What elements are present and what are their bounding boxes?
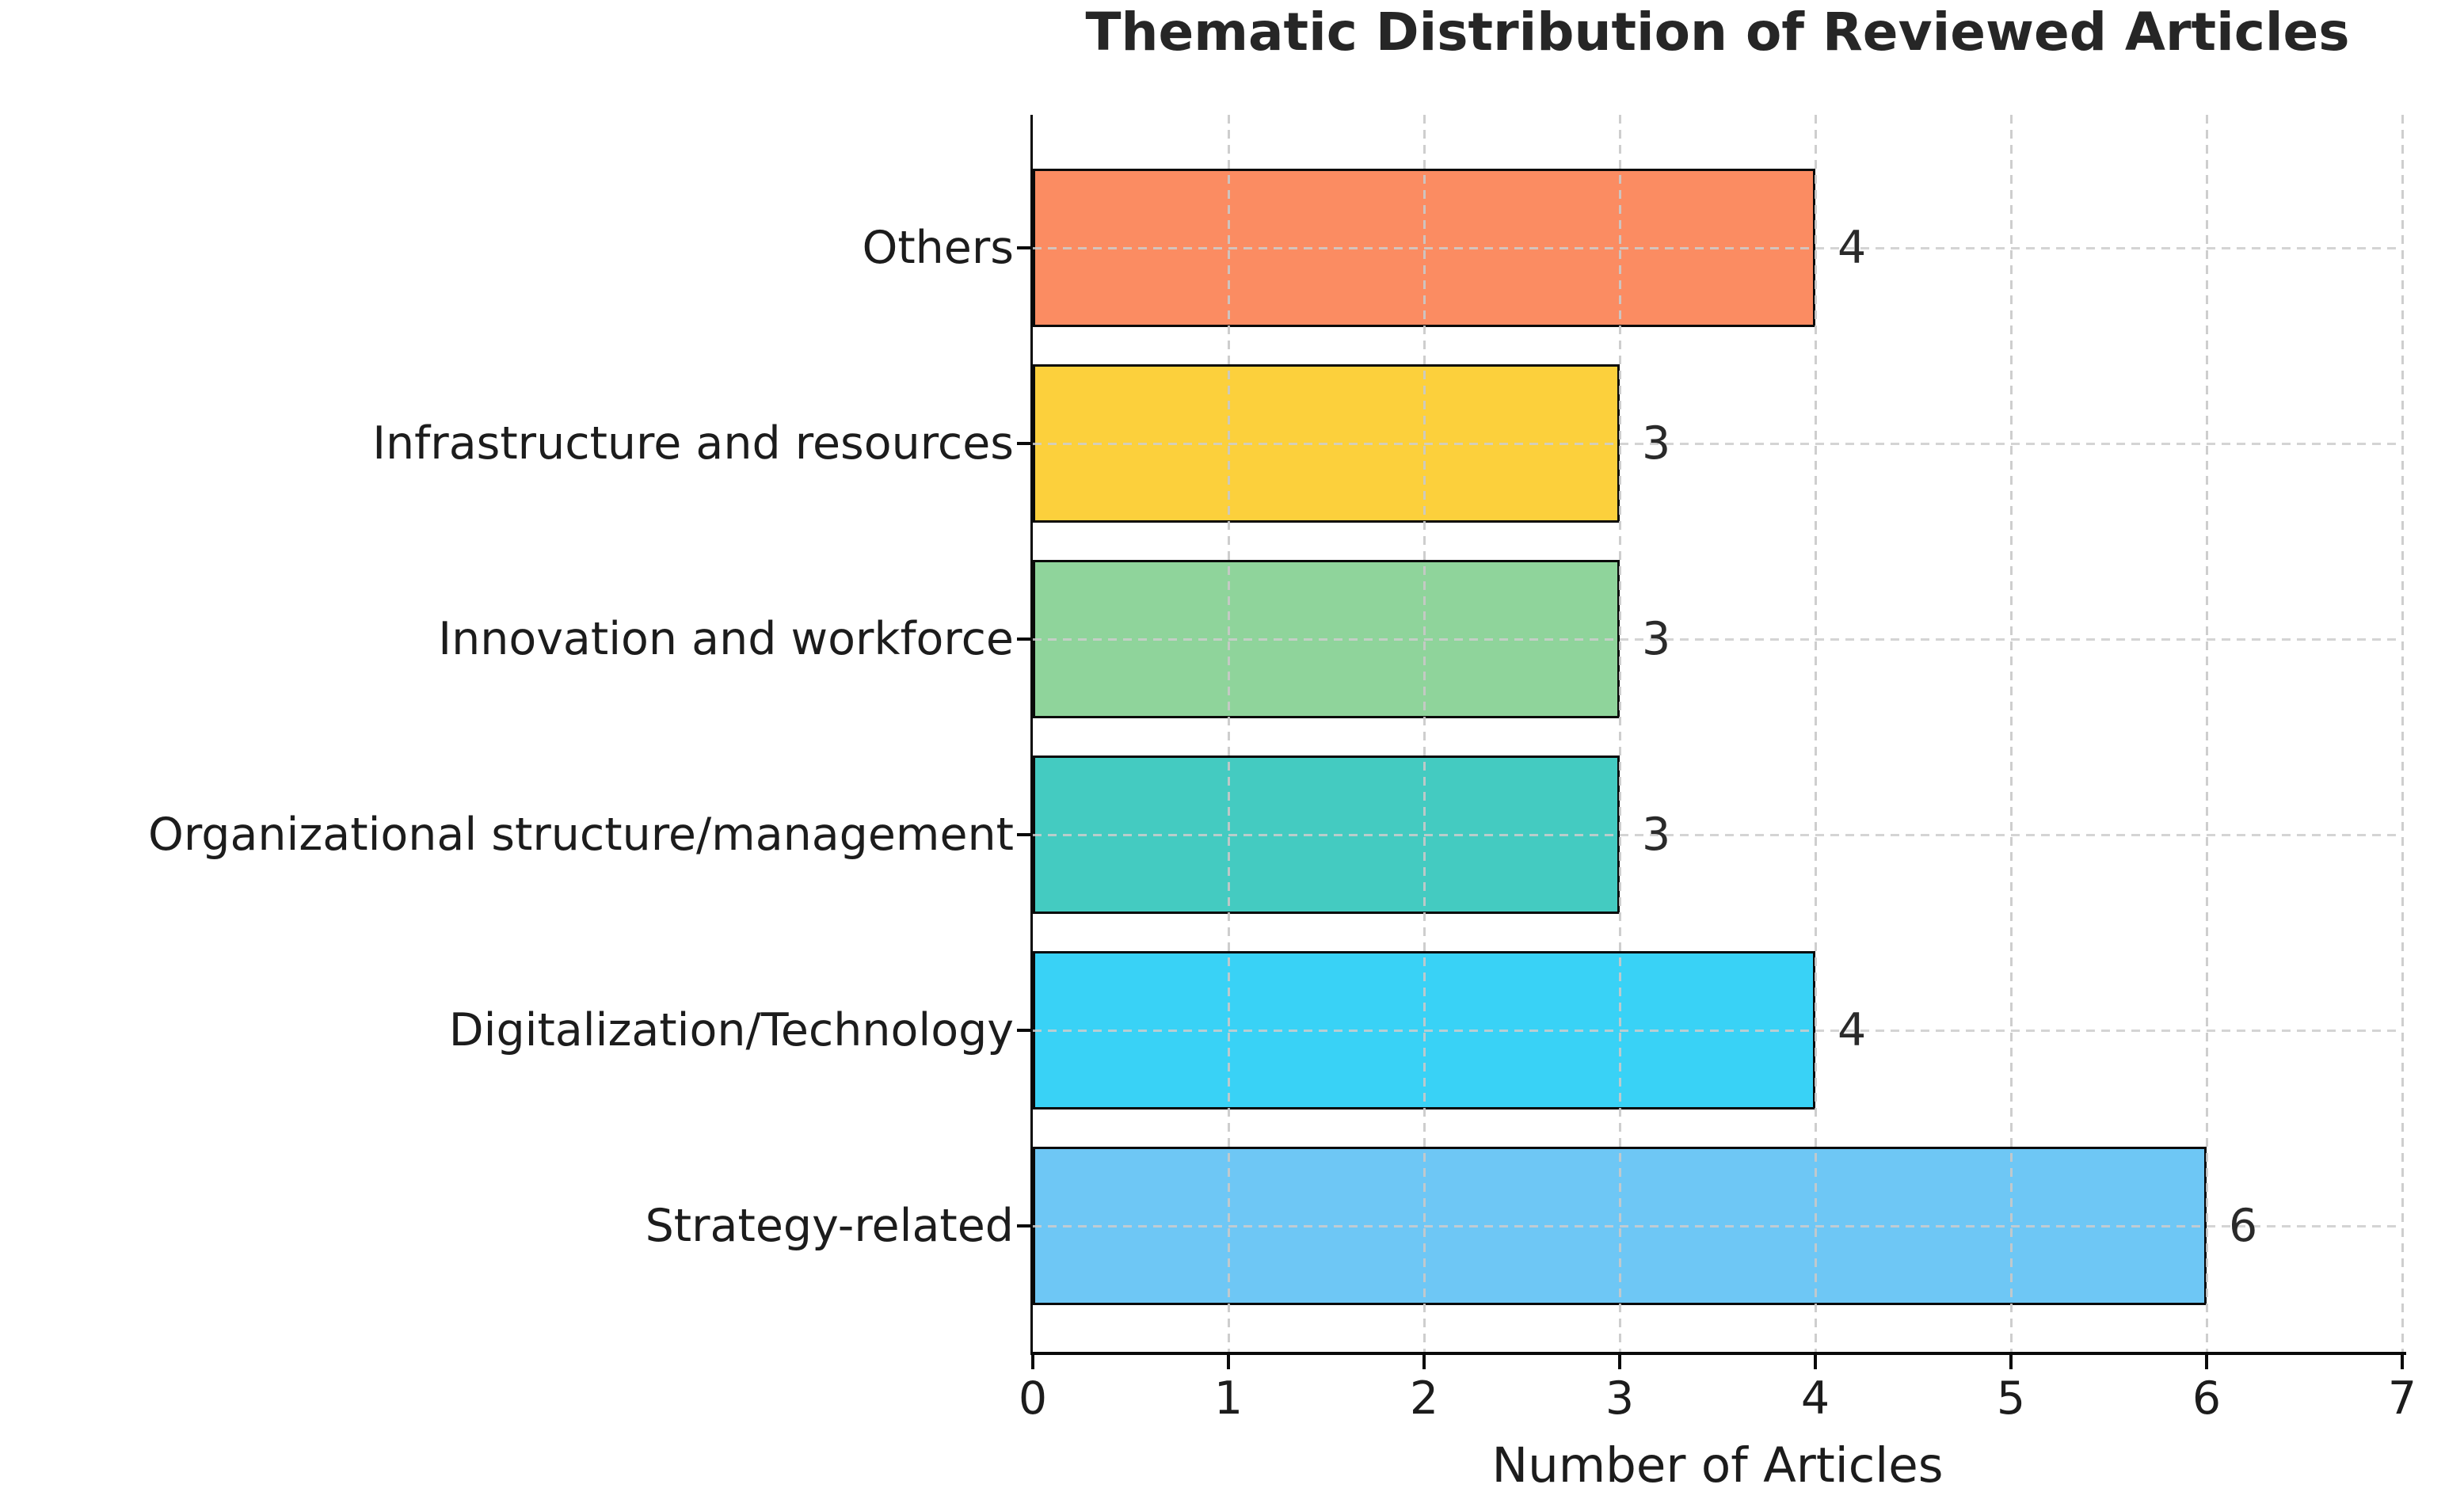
gridline-y-strategy-related xyxy=(1033,1224,2402,1227)
bar-value-label-infrastructure-and-resources: 3 xyxy=(1642,417,1671,470)
y-tick-mark xyxy=(1017,1224,1034,1227)
x-tick-label-1: 1 xyxy=(1213,1372,1243,1425)
y-axis-label-infrastructure-and-resources: Infrastructure and resources xyxy=(372,417,1014,470)
x-tick-mark xyxy=(2009,1355,2013,1369)
x-tick-mark xyxy=(1814,1355,1817,1369)
x-tick-mark xyxy=(1031,1355,1034,1369)
y-tick-mark xyxy=(1017,442,1034,445)
x-tick-label-2: 2 xyxy=(1409,1372,1439,1425)
axis-spine-bottom xyxy=(1030,1352,2406,1355)
gridline-x-2 xyxy=(1422,115,1426,1352)
x-tick-label-5: 5 xyxy=(1996,1372,2026,1425)
y-tick-mark xyxy=(1017,833,1034,836)
x-tick-mark xyxy=(1422,1355,1426,1369)
x-tick-mark xyxy=(2401,1355,2404,1369)
x-tick-label-7: 7 xyxy=(2387,1372,2417,1425)
x-tick-label-3: 3 xyxy=(1605,1372,1635,1425)
y-tick-mark xyxy=(1017,1029,1034,1032)
bar-value-label-innovation-and-workforce: 3 xyxy=(1642,613,1671,665)
y-tick-mark xyxy=(1017,246,1034,249)
gridline-x-4 xyxy=(1814,115,1817,1352)
gridline-x-7 xyxy=(2401,115,2404,1352)
x-tick-label-4: 4 xyxy=(1800,1372,1830,1425)
bar-value-label-others: 4 xyxy=(1838,222,1867,274)
x-tick-label-6: 6 xyxy=(2192,1372,2222,1425)
axis-spine-left xyxy=(1030,115,1033,1354)
bar-value-label-organizational-structure-management: 3 xyxy=(1642,809,1671,861)
x-tick-mark xyxy=(1618,1355,1621,1369)
gridline-y-infrastructure-and-resources xyxy=(1033,442,2402,445)
bar-value-label-digitalization-technology: 4 xyxy=(1838,1004,1867,1056)
y-axis-label-organizational-structure-management: Organizational structure/management xyxy=(148,809,1014,861)
gridline-y-organizational-structure-management xyxy=(1033,833,2402,836)
x-tick-label-0: 0 xyxy=(1018,1372,1048,1425)
gridline-x-1 xyxy=(1227,115,1230,1352)
bar-value-label-strategy-related: 6 xyxy=(2229,1200,2258,1252)
x-tick-mark xyxy=(2205,1355,2208,1369)
y-axis-label-strategy-related: Strategy-related xyxy=(645,1200,1014,1252)
y-axis-label-innovation-and-workforce: Innovation and workforce xyxy=(438,613,1014,665)
chart-title: Thematic Distribution of Reviewed Articl… xyxy=(1085,2,2350,63)
y-axis-label-digitalization-technology: Digitalization/Technology xyxy=(448,1004,1014,1056)
gridline-y-others xyxy=(1033,246,2402,249)
gridline-x-3 xyxy=(1618,115,1621,1352)
gridline-y-digitalization-technology xyxy=(1033,1029,2402,1032)
gridline-x-6 xyxy=(2205,115,2208,1352)
y-tick-mark xyxy=(1017,638,1034,641)
y-axis-label-others: Others xyxy=(862,222,1014,274)
plot-area: 4 3 3 3 4 6 xyxy=(1017,115,2406,1369)
gridline-x-5 xyxy=(2009,115,2013,1352)
x-tick-mark xyxy=(1227,1355,1230,1369)
x-axis-title: Number of Articles xyxy=(1491,1437,1944,1492)
gridline-y-innovation-and-workforce xyxy=(1033,638,2402,641)
